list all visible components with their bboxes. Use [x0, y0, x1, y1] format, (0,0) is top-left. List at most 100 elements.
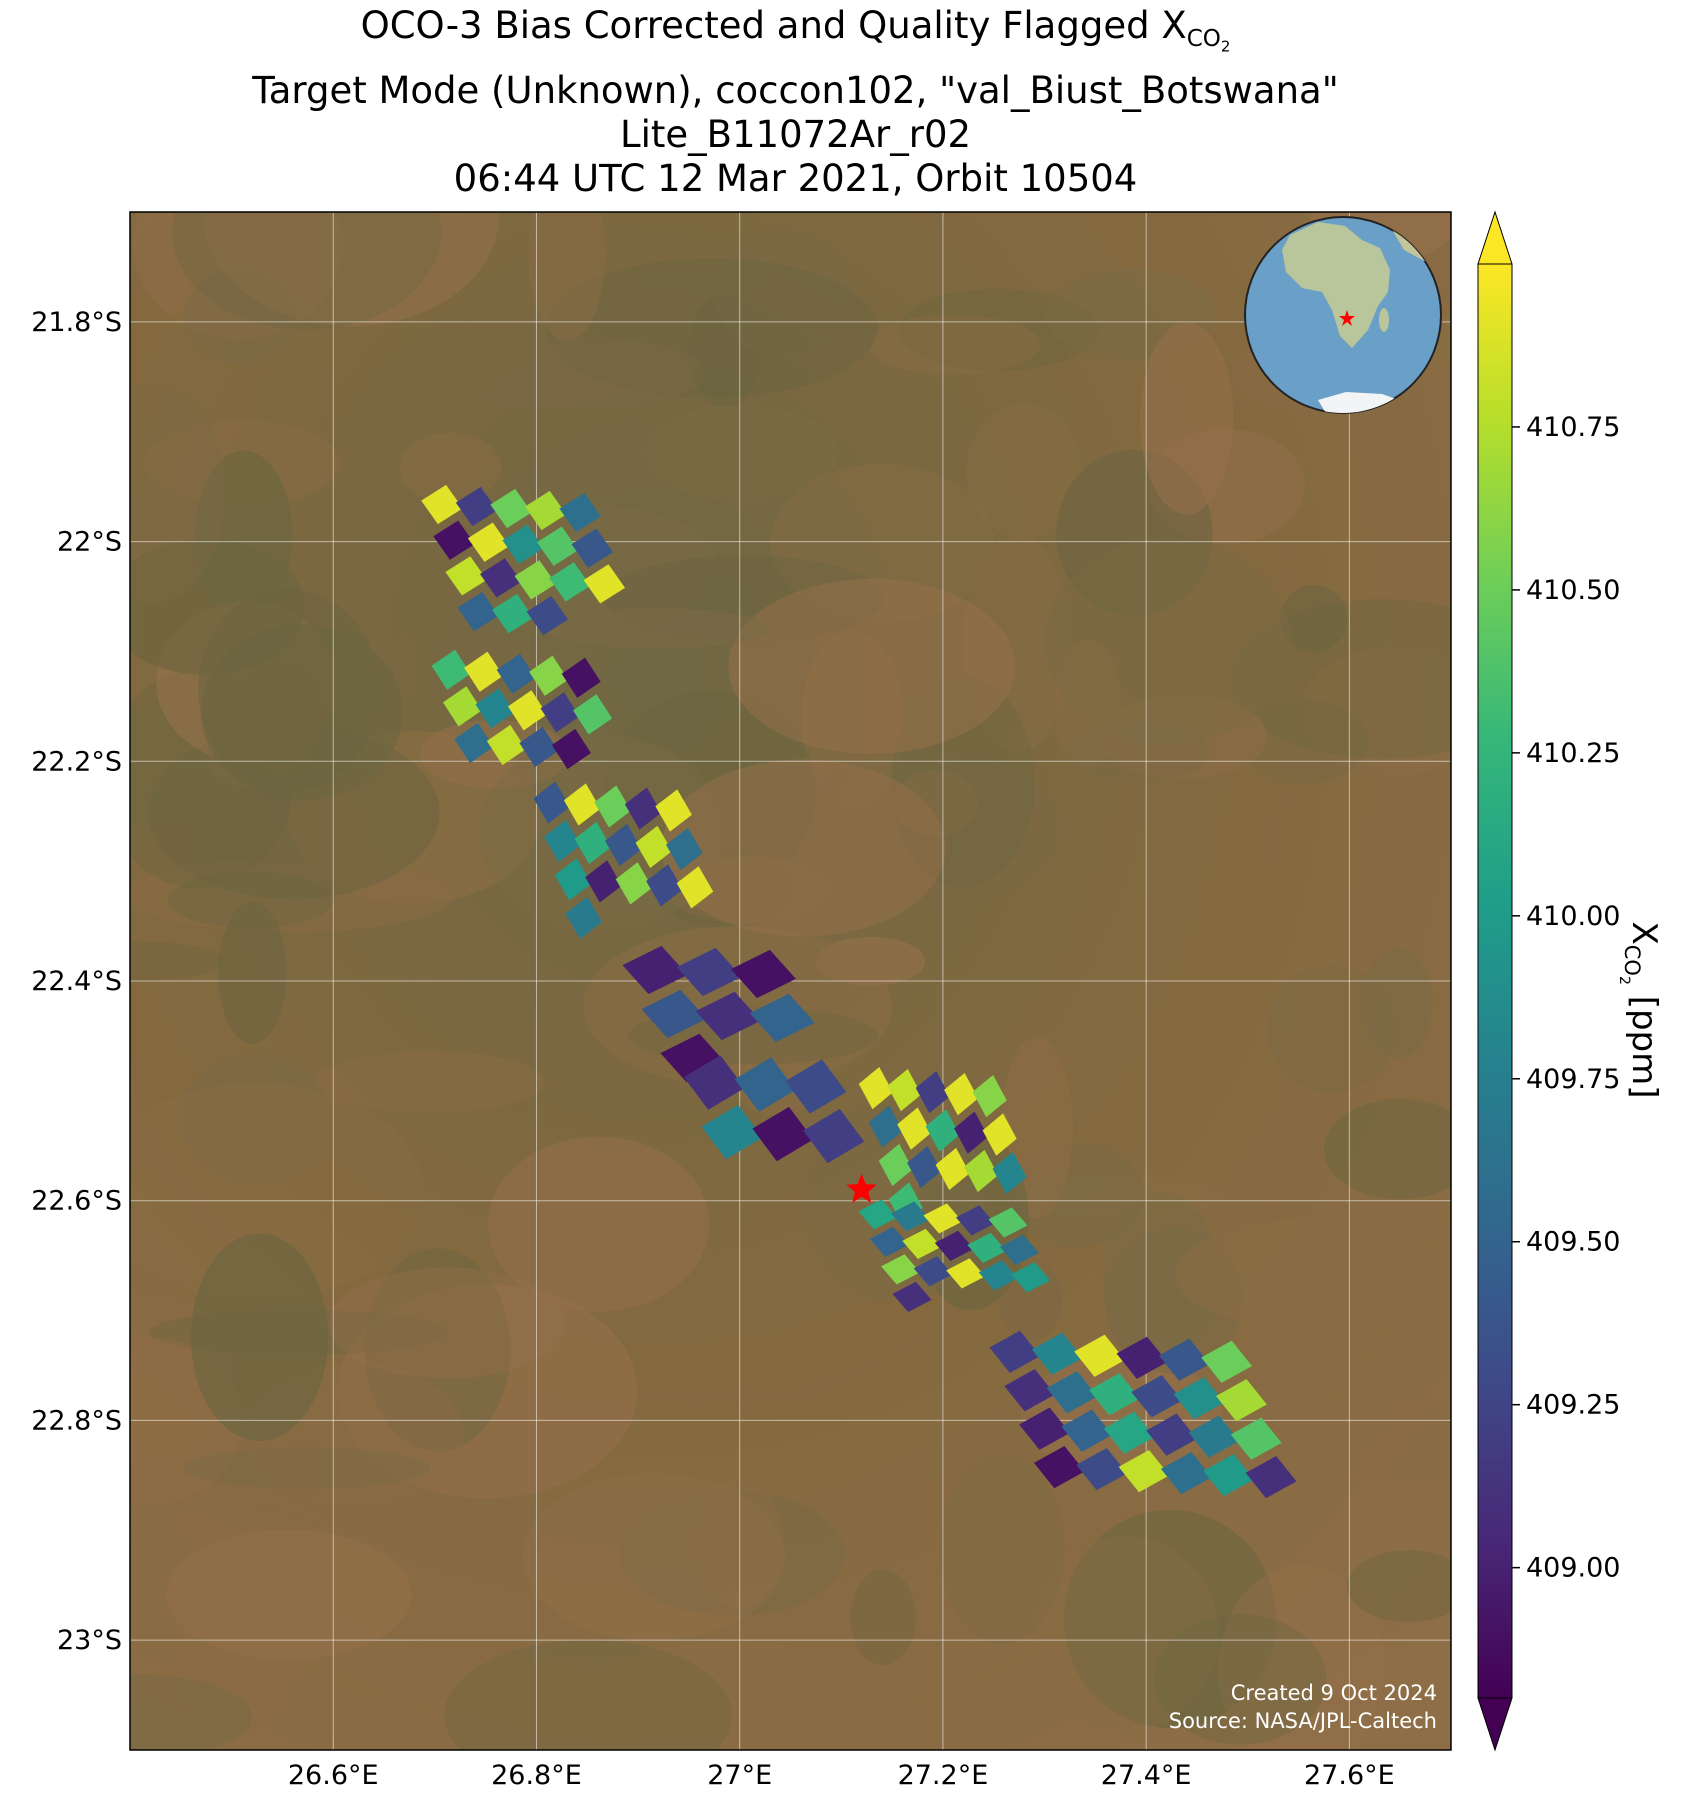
sounding-footprint	[803, 1108, 865, 1164]
sounding-footprint	[1131, 1375, 1183, 1418]
lat-tick-label: 22.6°S	[31, 1186, 122, 1217]
sounding-footprint	[519, 726, 559, 768]
terrain-patch	[1009, 1142, 1145, 1248]
sounding-footprint	[1216, 1379, 1267, 1422]
terrain-patch	[1139, 322, 1234, 515]
sounding-footprint	[1033, 1445, 1085, 1489]
sounding-footprint	[683, 1055, 745, 1110]
terrain-patch	[940, 1454, 1065, 1645]
terrain-patch	[1323, 1098, 1451, 1200]
colorbar-extend-min	[1477, 1697, 1513, 1752]
lon-tick-label: 27.6°E	[1304, 1760, 1395, 1791]
sounding-footprint	[486, 724, 526, 766]
sounding-footprint	[1011, 1262, 1051, 1293]
sounding-footprint	[858, 1066, 893, 1110]
title-line-2: Target Mode (Unknown), coccon102, "val_B…	[252, 68, 1339, 112]
colorbar-tick-label: 410.75	[1526, 412, 1620, 443]
sounding-footprint	[544, 819, 581, 863]
colorbar-extend-max	[1477, 210, 1513, 265]
terrain-patch	[1230, 599, 1451, 759]
sounding-footprint	[1230, 1417, 1282, 1460]
sounding-footprint	[475, 688, 515, 729]
sounding-footprint	[1103, 1411, 1155, 1454]
sounding-footprint	[492, 593, 534, 634]
terrain-patch	[1098, 694, 1268, 780]
terrain-patch	[130, 383, 226, 603]
sounding-footprint	[868, 1105, 903, 1148]
sounding-footprint	[944, 1072, 979, 1116]
sounding-footprint	[955, 1205, 995, 1236]
sounding-footprint	[1201, 1340, 1253, 1383]
sounding-footprint	[964, 1149, 999, 1193]
sounding-footprint	[1203, 1453, 1255, 1497]
sounding-footprint	[433, 520, 475, 560]
globe-inset	[1244, 216, 1442, 414]
sounding-footprint	[989, 1330, 1041, 1373]
sounding-footprint	[869, 1226, 909, 1258]
sounding-footprint	[508, 690, 548, 731]
lon-tick-label: 26.6°E	[288, 1760, 379, 1791]
sounding-footprint	[551, 728, 591, 770]
terrain-patch	[713, 228, 852, 356]
colorbar-tick-label: 409.50	[1526, 1227, 1620, 1258]
lon-tick-label: 27.4°E	[1101, 1760, 1192, 1791]
lat-tick-label: 21.8°S	[31, 307, 122, 338]
sounding-footprint	[533, 781, 570, 824]
colorbar-tick-label: 409.75	[1526, 1064, 1620, 1095]
sounding-footprint	[467, 522, 510, 562]
terrain-patch	[770, 463, 995, 623]
sounding-footprint	[1116, 1336, 1168, 1379]
terrain-patch	[172, 212, 442, 330]
sounding-footprint	[445, 556, 487, 596]
sounding-footprint	[978, 1260, 1018, 1291]
terrain-patch	[399, 432, 502, 503]
sounding-footprint	[549, 562, 591, 602]
title-line-3: Lite_B11072Ar_r02	[619, 112, 972, 156]
terrain-patch	[1280, 584, 1348, 653]
sounding-footprint	[676, 866, 714, 909]
lat-tick-label: 23°S	[57, 1625, 122, 1656]
colorbar-tick-label: 410.25	[1526, 738, 1620, 769]
sounding-footprint	[540, 692, 580, 733]
sounding-footprint	[1173, 1377, 1225, 1420]
terrain-patch	[522, 1473, 786, 1641]
sounding-footprint	[605, 823, 642, 867]
sounding-footprint	[902, 1228, 942, 1260]
terrain-patch	[182, 1447, 431, 1489]
sounding-footprint	[1074, 1334, 1125, 1377]
sounding-footprint	[992, 1151, 1027, 1195]
sounding-footprint	[892, 1281, 932, 1312]
terrain-patch	[166, 1529, 412, 1660]
sounding-footprint	[982, 1113, 1017, 1156]
figure-title: OCO-3 Bias Corrected and Quality Flagged…	[0, 4, 1591, 201]
sounding-footprint	[442, 686, 482, 727]
sounding-footprint	[913, 1256, 953, 1287]
terrain-patch	[179, 1052, 332, 1185]
sounding-footprint	[858, 1199, 898, 1230]
sounding-footprint	[752, 1106, 814, 1162]
terrain-patch	[130, 940, 225, 982]
sounding-footprint	[1061, 1409, 1113, 1452]
terrain-patch	[867, 315, 1041, 375]
terrain-patch	[313, 1051, 545, 1113]
sounding-footprint	[615, 862, 653, 905]
sounding-footprint	[559, 492, 601, 533]
sounding-footprint	[988, 1207, 1028, 1238]
globe-africa-land	[1282, 222, 1390, 348]
sounding-footprint	[1245, 1455, 1297, 1499]
terrain-patch	[444, 1639, 733, 1750]
sounding-footprint	[529, 655, 569, 696]
lat-tick-label: 22.4°S	[31, 966, 122, 997]
sounding-footprint	[1031, 1332, 1083, 1375]
terrain-patch	[545, 258, 878, 398]
lat-tick-label: 22.8°S	[31, 1405, 122, 1436]
sounding-footprint	[897, 1107, 932, 1150]
terrain-patch	[693, 1478, 784, 1609]
sounding-footprint	[536, 526, 579, 566]
terrain-patch	[203, 212, 499, 327]
globe-madagascar	[1379, 308, 1389, 332]
sounding-footprint	[571, 528, 613, 568]
terrain-patch	[1362, 948, 1433, 1059]
sounding-footprint	[934, 1230, 974, 1262]
sounding-footprint	[490, 488, 532, 529]
